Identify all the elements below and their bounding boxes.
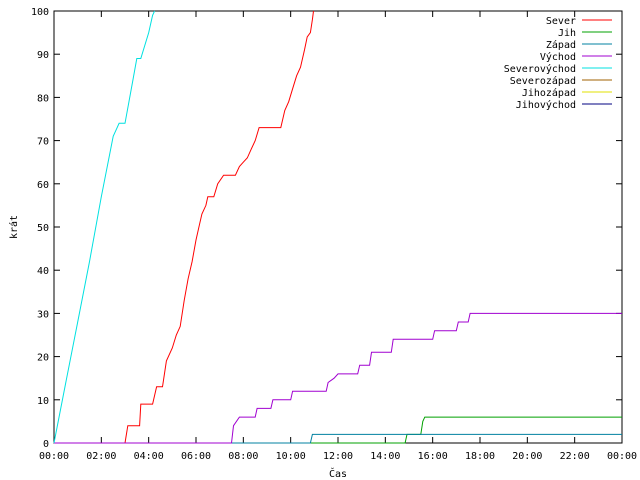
series-line-4	[54, 312, 622, 444]
x-tick-label: 00:00	[39, 451, 69, 462]
x-tick-label: 12:00	[323, 451, 353, 462]
legend: SeverJihZápadVýchodSeverovýchodSeverozáp…	[504, 16, 612, 111]
x-tick-label: 04:00	[134, 451, 164, 462]
series-line-1	[124, 10, 314, 444]
x-tick-label: 18:00	[465, 451, 495, 462]
y-tick-label: 60	[37, 180, 49, 191]
y-tick-label: 10	[37, 396, 49, 407]
legend-label: Severovýchod	[504, 63, 576, 75]
x-axis-label: Čas	[329, 467, 347, 480]
y-axis-label: krát	[8, 215, 20, 239]
legend-label: Západ	[546, 39, 576, 51]
y-tick-label: 90	[37, 50, 49, 61]
y-tick-label: 80	[37, 93, 49, 104]
legend-label: Jihovýchod	[516, 99, 576, 111]
x-tick-label: 14:00	[370, 451, 400, 462]
legend-label: Severozápad	[510, 75, 576, 87]
y-tick-label: 0	[43, 439, 49, 450]
x-tick-label: 06:00	[181, 451, 211, 462]
series-layer	[53, 10, 622, 444]
y-tick-label: 50	[37, 223, 49, 234]
y-axis: 0 10 20 30 40 50 60 70 80 90 100	[31, 7, 622, 450]
legend-label: Východ	[540, 51, 576, 63]
y-tick-label: 20	[37, 353, 49, 364]
y-tick-label: 40	[37, 266, 49, 277]
x-tick-label: 10:00	[276, 451, 306, 462]
x-tick-label: 16:00	[418, 451, 448, 462]
x-tick-label: 20:00	[512, 451, 542, 462]
x-axis: 00:00 02:00 04:00 06:00 08:00 10:00 12:00 14:00…	[39, 11, 637, 462]
y-tick-label: 100	[31, 7, 49, 18]
y-tick-label: 30	[37, 309, 49, 320]
x-tick-label: 00:00	[607, 451, 637, 462]
legend-label: Jih	[558, 28, 576, 39]
x-tick-label: 02:00	[86, 451, 116, 462]
y-tick-label: 70	[37, 137, 49, 148]
x-tick-label: 08:00	[228, 451, 258, 462]
legend-label: Jihozápad	[522, 87, 576, 99]
series-line-5	[53, 10, 156, 444]
legend-label: Sever	[546, 16, 576, 27]
x-tick-label: 22:00	[560, 451, 590, 462]
